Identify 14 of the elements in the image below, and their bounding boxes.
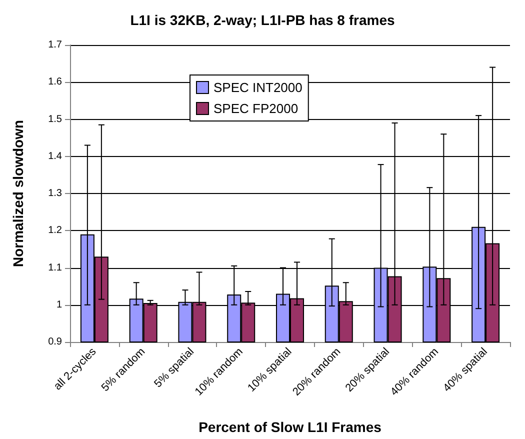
y-tick-label: 1.2: [48, 225, 62, 236]
chart-title: L1I is 32KB, 2-way; L1I-PB has 8 frames: [130, 12, 395, 28]
y-tick-label: 1.4: [48, 150, 62, 162]
y-tick-label: 1: [56, 299, 62, 310]
y-tick-label: 1.1: [48, 262, 62, 274]
x-axis-title: Percent of Slow L1I Frames: [198, 419, 382, 435]
legend-label: SPEC FP2000: [214, 101, 298, 116]
y-tick-label: 0.9: [48, 336, 62, 348]
y-tick-label: 1.6: [48, 76, 62, 88]
y-tick-label: 1.7: [48, 40, 62, 50]
y-tick-label: 1.5: [48, 114, 62, 125]
y-tick-label: 1.3: [48, 188, 62, 199]
y-axis-title: Normalized slowdown: [10, 120, 26, 268]
legend-label: SPEC INT2000: [214, 80, 302, 95]
